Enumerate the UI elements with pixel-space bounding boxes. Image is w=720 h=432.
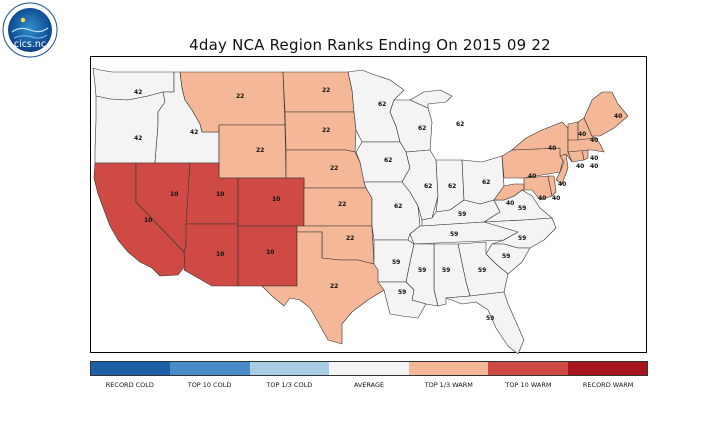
state-MI	[409, 89, 453, 109]
rank-label-KS: 22	[338, 201, 346, 208]
rank-label-NM: 10	[266, 249, 274, 256]
logo-text: cics.nc	[14, 39, 46, 50]
legend-colorbar	[90, 361, 648, 376]
rank-label-WI: 62	[418, 125, 426, 132]
rank-label-WV: 40	[506, 200, 514, 207]
rank-label-MN: 62	[378, 101, 386, 108]
legend-swatch	[488, 362, 568, 375]
legend-labels: RECORD COLD TOP 10 COLD TOP 1/3 COLD AVERAG…	[90, 381, 648, 389]
state-NH	[577, 117, 597, 141]
rank-label-MA: 40	[590, 155, 598, 162]
rank-label-WY: 22	[256, 147, 264, 154]
state-AZ	[183, 223, 239, 287]
rank-label-UT: 10	[216, 191, 224, 198]
rank-label-CO: 10	[272, 196, 280, 203]
rank-label-IL: 62	[424, 183, 432, 190]
state-FL	[445, 291, 525, 355]
legend-label: TOP 1/3 COLD	[266, 381, 313, 389]
legend-swatch	[567, 362, 647, 375]
rank-label-ID: 42	[190, 129, 198, 136]
state-SD	[284, 111, 357, 153]
rank-label-NH: 40	[590, 137, 598, 144]
cics-nc-logo: cics.nc	[2, 2, 58, 58]
rank-label-CA: 10	[144, 217, 152, 224]
state-DE	[547, 175, 557, 197]
legend-label: TOP 10 COLD	[187, 381, 232, 389]
legend-swatch	[249, 362, 330, 375]
rank-label-DE: 40	[552, 195, 560, 202]
rank-label-VA: 59	[518, 205, 526, 212]
rank-label-SC: 59	[502, 253, 510, 260]
state-OR	[94, 91, 166, 164]
rank-label-VT: 40	[578, 131, 586, 138]
rank-label-TN: 59	[450, 231, 458, 238]
rank-label-AR: 59	[392, 259, 400, 266]
legend-label: RECORD WARM	[582, 381, 634, 389]
rank-label-IN: 62	[448, 183, 456, 190]
state-WY	[218, 124, 287, 179]
rank-labels: 42 42 42 22 22 22 22 22 10 10 10 10 10 1…	[134, 87, 622, 322]
rank-label-TX: 22	[330, 283, 338, 290]
rank-label-AZ: 10	[216, 251, 224, 258]
state-ME	[583, 91, 629, 137]
state-MA	[567, 137, 605, 153]
state-MT	[179, 71, 286, 133]
rank-label-MO: 62	[394, 203, 402, 210]
state-TX	[261, 231, 387, 345]
legend-swatch	[408, 362, 489, 375]
rank-label-WA: 42	[134, 89, 142, 96]
legend-swatch	[91, 362, 171, 375]
legend-label: AVERAGE	[353, 381, 385, 389]
rank-label-KY: 59	[458, 211, 466, 218]
rank-label-AL: 59	[442, 267, 450, 274]
rank-label-MD: 40	[538, 195, 546, 202]
state-WV	[493, 183, 525, 201]
legend-label: TOP 10 WARM	[505, 381, 552, 389]
rank-label-MS: 59	[418, 267, 426, 274]
rank-label-NY: 40	[548, 145, 556, 152]
state-NM	[237, 225, 298, 287]
rank-label-OK: 22	[346, 235, 354, 242]
legend-label: TOP 1/3 WARM	[424, 381, 473, 389]
rank-label-PA: 40	[528, 173, 536, 180]
rank-label-LA: 59	[398, 289, 406, 296]
rank-label-NC: 59	[518, 235, 526, 242]
rank-label-GA: 59	[478, 267, 486, 274]
chart-title: 4day NCA Region Ranks Ending On 2015 09 …	[189, 36, 551, 54]
state-ND	[282, 71, 355, 113]
rank-label-RI: 40	[590, 163, 598, 170]
rank-label-FL: 59	[486, 315, 494, 322]
rank-label-ME: 40	[614, 113, 622, 120]
rank-label-OH: 62	[482, 179, 490, 186]
legend-swatch	[170, 362, 250, 375]
map-frame	[90, 56, 647, 353]
rank-label-CT: 40	[576, 163, 584, 170]
state-CO	[237, 177, 305, 227]
rank-label-MT: 22	[236, 93, 244, 100]
rank-label-NJ: 40	[558, 181, 566, 188]
rank-label-NV: 10	[170, 191, 178, 198]
rank-label-IA: 62	[384, 157, 392, 164]
state-LA	[377, 281, 427, 319]
state-IA	[355, 141, 411, 183]
legend-label: RECORD COLD	[105, 381, 154, 389]
legend-swatch	[329, 362, 409, 375]
state-NJ	[555, 153, 569, 185]
rank-label-OR: 42	[134, 135, 142, 142]
rank-label-ND: 22	[322, 87, 330, 94]
rank-label-NE: 22	[330, 165, 338, 172]
rank-label-MI: 62	[456, 121, 464, 128]
state-VT	[567, 121, 579, 141]
rank-label-SD: 22	[322, 127, 330, 134]
